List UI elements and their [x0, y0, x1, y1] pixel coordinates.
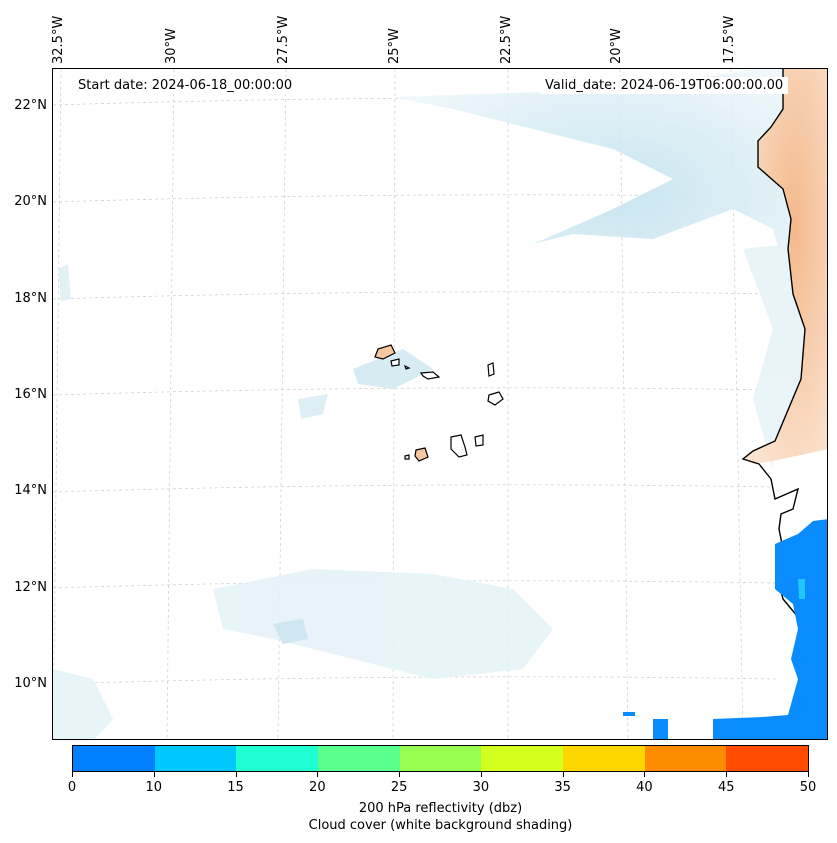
lon-label-5: 20°W: [609, 28, 624, 64]
cloud-cover-shading: [53, 69, 827, 739]
cloud-region-south-small: [273, 619, 308, 644]
colorbar-segment-7: [644, 746, 727, 771]
grid-lon-30: [166, 69, 175, 739]
grid-lat-14: [53, 484, 827, 493]
colorbar-tick-1: [153, 772, 155, 777]
island-sal: [487, 362, 495, 377]
lon-label-2: 27.5°W: [276, 15, 291, 64]
colorbar-tick-label-6: 35: [554, 780, 571, 795]
colorbar-title: 200 hPa reflectivity (dbz): [358, 801, 523, 816]
start-date-label: Start date: 2024-06-18_00:00:00: [73, 77, 298, 94]
map-canvas: [53, 69, 827, 739]
map-panel: [52, 68, 828, 740]
colorbar-tick-8: [726, 772, 728, 777]
colorbar-tick-0: [72, 772, 73, 777]
grid-lat-16: [53, 387, 827, 396]
grid-lat-18: [53, 291, 827, 300]
africa-land-sahara: [743, 69, 827, 464]
cloud-region-south: [213, 569, 553, 679]
reflectivity-shading: [623, 519, 827, 739]
colorbar-tick-3: [317, 772, 319, 777]
colorbar-tick-label-5: 30: [472, 780, 490, 795]
lat-label-2: 18°N: [14, 291, 47, 306]
colorbar-tick-label-8: 45: [717, 780, 735, 795]
reflectivity-cell-2: [623, 712, 635, 716]
cape-verde-islands: [374, 344, 504, 462]
colorbar-tick-9: [808, 772, 809, 777]
colorbar-segment-8: [726, 746, 809, 771]
cloud-region-capeverde: [353, 349, 433, 389]
grid-lat-20: [53, 194, 827, 203]
grid-lat-12: [53, 580, 827, 589]
colorbar-segment-3: [318, 746, 400, 771]
grid-lon-17-5: [730, 69, 744, 739]
lon-label-3: 25°W: [387, 28, 402, 64]
colorbar-tick-label-0: 0: [67, 780, 77, 795]
colorbar-tick-label-7: 40: [636, 780, 653, 795]
colorbar-segment-5: [481, 746, 564, 771]
grid-lon-32-5: [53, 69, 62, 739]
colorbar-tick-5: [480, 772, 482, 777]
lat-label-4: 14°N: [14, 483, 47, 498]
grid-lat-22: [53, 97, 827, 106]
cloud-region-patch2: [58, 264, 71, 301]
reflectivity-cell-3: [798, 579, 805, 599]
reflectivity-region-east: [713, 519, 827, 739]
lon-label-6: 17.5°W: [722, 15, 737, 64]
lon-label-4: 22.5°W: [499, 15, 514, 64]
colorbar-tick-4: [399, 772, 401, 777]
valid-date-label: Valid_date: 2024-06-19T06:00:00.00: [540, 77, 789, 94]
colorbar-segment-2: [236, 746, 319, 771]
grid-lat-10: [53, 676, 827, 685]
colorbar-tick-label-4: 25: [390, 780, 408, 795]
cloud-region-west: [53, 669, 113, 739]
island-sao-vicente: [390, 358, 400, 367]
grid-lon-20: [619, 69, 629, 739]
colorbar-segment-4: [399, 746, 482, 771]
lat-label-6: 10°N: [14, 676, 47, 691]
colorbar-tick-2: [235, 772, 237, 777]
colorbar-tick-label-2: 15: [227, 780, 244, 795]
cloud-region-northeast: [393, 69, 827, 318]
lat-label-3: 16°N: [14, 387, 47, 402]
colorbar-tick-7: [644, 772, 646, 777]
lat-label-1: 20°N: [14, 194, 47, 209]
island-sao-nicolau: [419, 371, 441, 380]
lon-label-1: 30°W: [164, 28, 179, 64]
island-santiago: [450, 434, 468, 458]
colorbar-tick-label-1: 10: [145, 780, 163, 795]
island-santo-antao: [374, 344, 396, 360]
reflectivity-cell-1: [653, 719, 668, 739]
colorbar-segment-0: [73, 746, 155, 771]
island-boa-vista: [487, 391, 504, 406]
island-brava: [404, 454, 410, 460]
island-fogo: [414, 447, 429, 462]
cloud-region-patch: [298, 394, 328, 419]
colorbar-tick-label-9: 50: [799, 780, 817, 795]
colorbar-segment-6: [563, 746, 645, 771]
colorbar-tick-label-3: 20: [309, 780, 326, 795]
lat-label-5: 12°N: [14, 580, 47, 595]
lat-label-0: 22°N: [14, 98, 47, 113]
colorbar-subtitle: Cloud cover (white background shading): [308, 818, 573, 833]
colorbar-segment-1: [154, 746, 237, 771]
colorbar-tick-6: [562, 772, 564, 777]
island-maio: [474, 434, 484, 447]
island-santa-luzia: [403, 364, 411, 370]
colorbar: [72, 745, 809, 772]
africa-coastline: [741, 69, 827, 678]
lon-label-0: 32.5°W: [51, 15, 66, 64]
